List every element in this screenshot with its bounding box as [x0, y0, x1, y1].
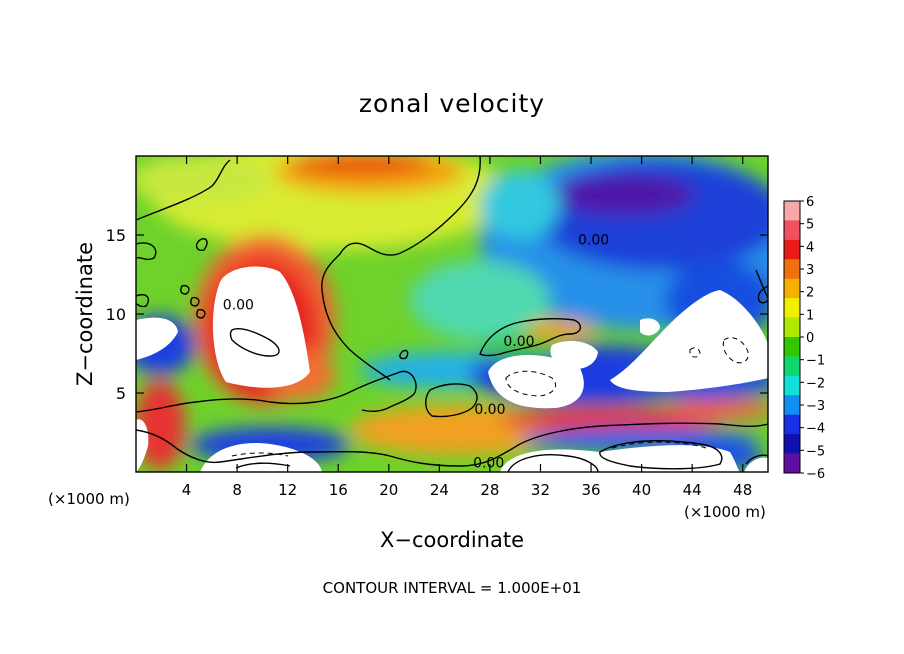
x-tick-label: 8 — [232, 481, 242, 499]
x-tick-label: 32 — [531, 481, 550, 499]
contour-label: 0.00 — [578, 233, 609, 249]
x-tick-label: 44 — [683, 481, 702, 499]
colorbar-swatch — [784, 356, 800, 377]
colorbar-swatch — [784, 220, 800, 241]
colorbar-tick-label: −6 — [806, 467, 825, 482]
colorbar-swatch — [784, 259, 800, 280]
colorbar-swatch — [784, 414, 800, 435]
colorbar-swatch — [784, 298, 800, 318]
y-tick-label: 5 — [116, 384, 126, 403]
x-tick-label: 36 — [581, 481, 600, 499]
x-axis-label: X−coordinate — [380, 528, 524, 552]
colorbar-tick-label: −1 — [806, 354, 825, 369]
x-unit-left: (×1000 m) — [48, 490, 130, 508]
colorbar-swatch — [784, 375, 800, 396]
x-tick-label: 12 — [278, 481, 297, 499]
x-tick-label: 16 — [329, 481, 348, 499]
colorbar-tick-label: 3 — [806, 263, 814, 278]
colorbar-swatch — [784, 395, 800, 416]
x-tick-label: 40 — [632, 481, 651, 499]
colorbar-tick-label: 6 — [806, 195, 814, 210]
x-tick-label: 28 — [480, 481, 499, 499]
x-axis: 4 8 12 16 20 24 28 32 36 40 44 48 — [182, 156, 752, 499]
colorbar-tick-label: 1 — [806, 308, 814, 323]
colorbar-tick-label: −5 — [806, 444, 825, 459]
colorbar-swatch — [784, 434, 800, 454]
velocity-field — [136, 156, 768, 472]
colorbar-swatch — [784, 201, 800, 221]
colorbar-tick-label: 4 — [806, 240, 814, 255]
contour-label: 0.00 — [474, 402, 505, 418]
x-tick-label: 20 — [379, 481, 398, 499]
colorbar-swatch — [784, 239, 800, 260]
colorbar-tick-label: 0 — [806, 331, 814, 346]
contour-interval-footer: CONTOUR INTERVAL = 1.000E+01 — [323, 579, 582, 597]
colorbar-tick-label: −4 — [806, 422, 825, 437]
y-axis-label: Z−coordinate — [73, 242, 97, 386]
chart-title: zonal velocity — [359, 89, 545, 118]
colorbar-swatch — [784, 278, 800, 299]
y-axis: 5 10 15 — [106, 226, 768, 403]
colorbar-tick-label: 2 — [806, 286, 814, 301]
colorbar-tick-label: −2 — [806, 376, 825, 391]
contour-label: 0.00 — [223, 298, 254, 314]
colorbar-swatch — [784, 453, 800, 474]
contour-labels: 0.00 0.00 0.00 0.00 0.00 — [223, 233, 609, 472]
y-tick-label: 10 — [106, 305, 126, 324]
contour-label: 0.00 — [503, 334, 534, 350]
colorbar-swatch — [784, 337, 800, 357]
y-tick-label: 15 — [106, 226, 126, 245]
x-tick-label: 48 — [733, 481, 752, 499]
x-tick-label: 4 — [182, 481, 192, 499]
x-unit-right: (×1000 m) — [684, 503, 766, 521]
contour-label: 0.00 — [473, 456, 504, 472]
colorbar: 6 5 4 3 2 1 0 −1 −2 −3 −4 −5 −6 — [783, 195, 825, 482]
colorbar-tick-label: 5 — [806, 218, 814, 233]
x-tick-label: 24 — [430, 481, 449, 499]
colorbar-swatch — [784, 317, 800, 338]
colorbar-tick-label: −3 — [806, 399, 825, 414]
